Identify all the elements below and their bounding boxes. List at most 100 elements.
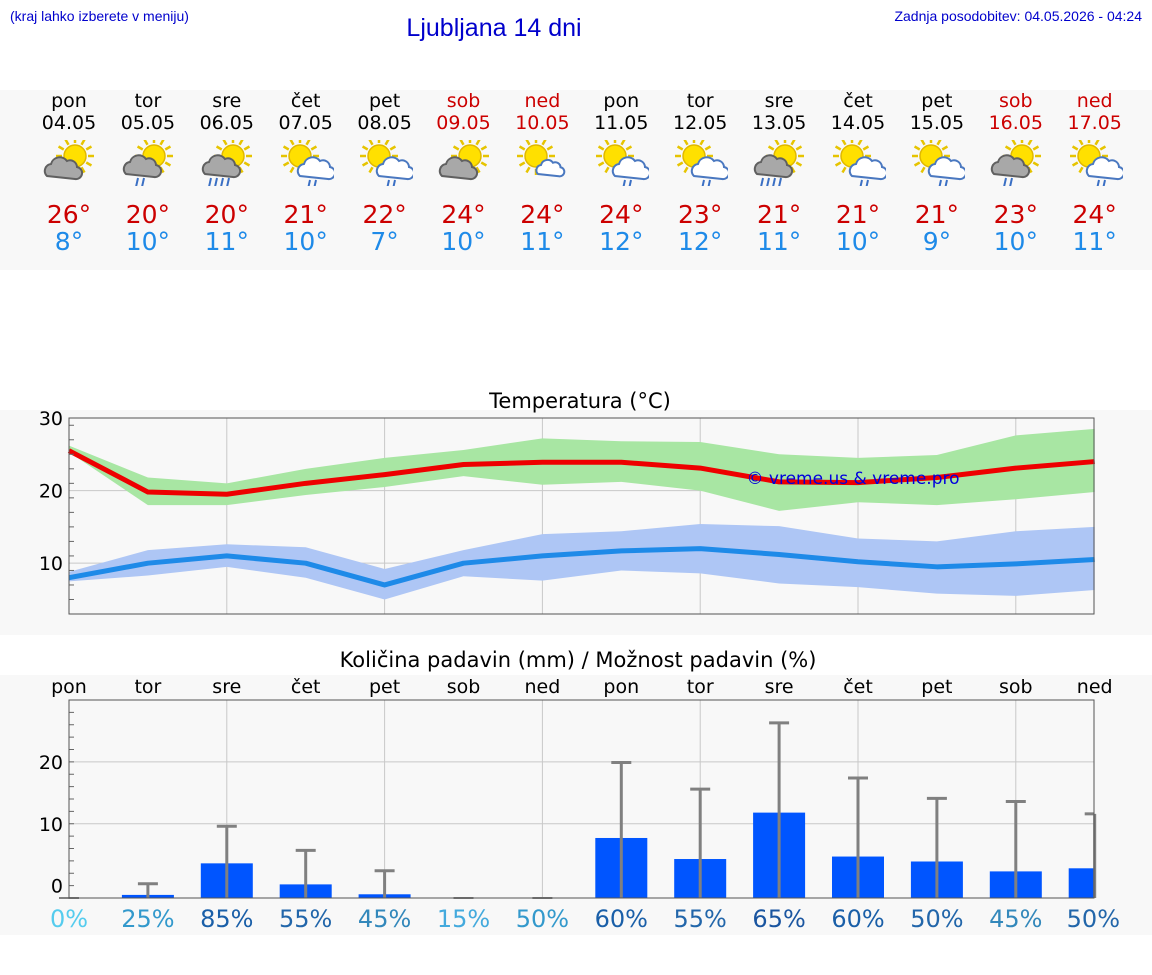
day-column: sre 06.05 20° 11°: [187, 90, 267, 270]
temp-max: 21°: [914, 200, 960, 229]
precip-day-label: pet: [921, 676, 952, 698]
temp-min: 10°: [125, 227, 171, 256]
day-name: sob: [446, 90, 481, 112]
location-hint: (kraj lahko izberete v meniju): [10, 8, 189, 24]
day-name: pon: [51, 90, 87, 112]
temp-max: 24°: [520, 200, 565, 229]
day-date: 05.05: [120, 112, 176, 134]
precip-probability: 50%: [910, 905, 963, 933]
temp-min: 11°: [1072, 227, 1117, 256]
temp-min: 10°: [835, 227, 881, 256]
precip-probability: 45%: [989, 905, 1042, 933]
temp-max: 21°: [756, 200, 802, 229]
temp-min: 12°: [599, 227, 644, 256]
temp-max: 22°: [362, 200, 407, 229]
temp-y-tick-label: 30: [39, 408, 63, 430]
sun-cloud-icon: [438, 140, 489, 181]
day-date: 15.05: [909, 112, 965, 134]
precip-y-tick-label: 10: [39, 814, 63, 836]
precip-day-label: čet: [843, 676, 873, 698]
temp-min: 8°: [54, 227, 84, 256]
precip-day-label: tor: [687, 676, 714, 698]
temp-max: 24°: [441, 200, 486, 229]
day-column: čet 14.05 21° 10°: [818, 90, 898, 270]
sun-small-cloud-icon: [517, 140, 566, 178]
min-temp-range-band: [69, 523, 1095, 600]
temperature-chart-title: Temperatura (°C): [488, 389, 671, 413]
precip-probability: 50%: [1067, 905, 1120, 933]
temp-min: 10°: [993, 227, 1038, 256]
temp-min: 12°: [678, 227, 723, 256]
page-title: Ljubljana 14 dni: [406, 14, 582, 42]
daily-forecast: pon 04.05 26° 8° tor 05.05 20° 10° sre 06.05 20° 11…: [0, 90, 1152, 270]
max-temp-line: [67, 448, 1095, 497]
temp-max: 23°: [678, 200, 723, 229]
day-date: 06.05: [199, 112, 254, 134]
temp-max: 20°: [204, 200, 249, 229]
day-date: 13.05: [751, 112, 807, 134]
precip-day-label: pon: [603, 676, 639, 698]
precip-probability: 85%: [200, 905, 253, 933]
precip-day-label: ned: [1077, 676, 1113, 698]
day-name: ned: [524, 90, 561, 112]
sun-light-cloud-rain-icon: [1069, 140, 1123, 186]
temperature-plot-frame: [68, 417, 1095, 615]
temp-min: 11°: [520, 227, 565, 256]
precip-day-label: sob: [447, 676, 481, 698]
sun-cloud-heavy-rain-icon: [753, 140, 805, 186]
precip-probability: 65%: [752, 905, 805, 933]
precip-probability: 25%: [121, 905, 174, 933]
watermark: © vreme.us & vreme.pro: [746, 469, 959, 489]
temp-max: 24°: [599, 200, 644, 229]
precip-probability: 60%: [595, 905, 648, 933]
day-name: tor: [134, 90, 162, 112]
sun-cloud-rain-icon: [990, 140, 1041, 186]
sun-light-cloud-rain-icon: [833, 140, 886, 186]
temp-max: 20°: [125, 200, 171, 229]
day-column: sob 09.05 24° 10°: [424, 90, 504, 270]
precip-day-label: tor: [134, 676, 161, 698]
precip-probability: 55%: [279, 905, 332, 933]
day-date: 14.05: [830, 112, 886, 134]
precipitation-plot-frame: [68, 699, 1095, 899]
sun-light-cloud-rain-icon: [596, 140, 650, 186]
temp-min: 10°: [283, 227, 328, 256]
day-column: pet 15.05 21° 9°: [897, 90, 977, 270]
day-date: 11.05: [594, 112, 649, 134]
precip-day-label: sre: [212, 676, 241, 698]
day-column: tor 12.05 23° 12°: [660, 90, 740, 270]
temp-max: 23°: [993, 200, 1038, 229]
day-date: 16.05: [988, 112, 1043, 134]
temp-max: 26°: [46, 200, 92, 229]
day-column: ned 10.05 24° 11°: [502, 90, 582, 270]
day-column: pet 08.05 22° 7°: [345, 90, 425, 270]
day-column: ned 17.05 24° 11°: [1055, 90, 1135, 270]
precip-bar: [1068, 868, 1094, 898]
precip-probability: 50%: [516, 905, 569, 933]
day-date: 09.05: [436, 112, 491, 134]
temp-min: 10°: [441, 227, 486, 256]
sun-light-cloud-rain-icon: [675, 140, 729, 186]
day-date: 17.05: [1067, 112, 1122, 134]
precip-y-tick-label: 0: [51, 876, 63, 898]
sun-cloud-heavy-rain-icon: [201, 140, 252, 186]
day-column: sre 13.05 21° 11°: [739, 90, 819, 270]
precip-day-label: sre: [765, 676, 794, 698]
day-name: pon: [603, 90, 640, 112]
day-column: tor 05.05 20° 10°: [108, 90, 188, 270]
temp-min: 9°: [922, 227, 952, 256]
day-name: sre: [212, 90, 242, 112]
precip-probability: 45%: [358, 905, 411, 933]
temp-max: 24°: [1072, 200, 1117, 229]
day-name: čet: [290, 90, 321, 112]
temp-min: 11°: [756, 227, 802, 256]
min-temp-line: [68, 546, 1095, 588]
precipitation-chart: Količina padavin (mm) / Možnost padavin …: [39, 648, 1120, 933]
precip-probability: 60%: [831, 905, 884, 933]
precip-probability: 55%: [674, 905, 727, 933]
temp-min: 11°: [204, 227, 249, 256]
precip-day-label: pet: [369, 676, 400, 698]
day-date: 12.05: [672, 112, 728, 134]
temp-y-tick-label: 20: [39, 481, 63, 503]
last-updated: Zadnja posodobitev: 04.05.2026 - 04:24: [894, 8, 1142, 24]
